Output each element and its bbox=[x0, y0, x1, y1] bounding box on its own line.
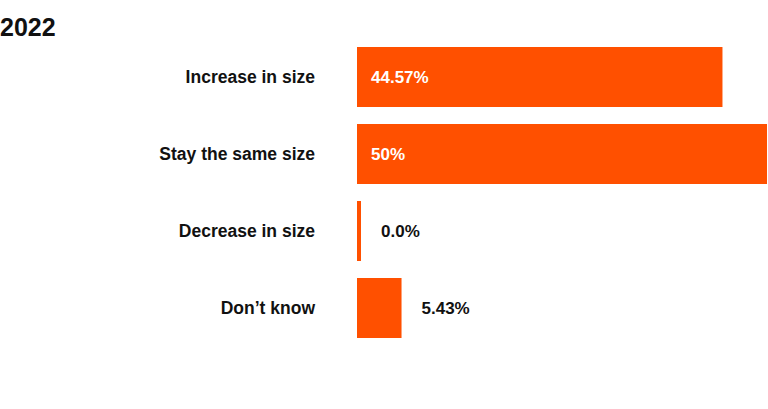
bar bbox=[357, 47, 722, 107]
data-label: 0.0% bbox=[381, 222, 420, 241]
bar bbox=[357, 201, 361, 261]
category-label: Decrease in size bbox=[179, 221, 315, 241]
chart-svg: 2022 Increase in size 44.57% Stay the same … bbox=[0, 0, 768, 409]
labels: Increase in size 44.57% Stay the same size… bbox=[159, 67, 469, 318]
category-label: Stay the same size bbox=[159, 144, 315, 164]
chart-container: 2022 Increase in size 44.57% Stay the same … bbox=[0, 0, 768, 409]
category-label: Increase in size bbox=[186, 67, 316, 87]
bar bbox=[357, 124, 767, 184]
bars bbox=[357, 47, 767, 338]
data-label: 50% bbox=[371, 145, 405, 164]
bar bbox=[357, 278, 402, 338]
chart-title: 2022 bbox=[0, 13, 56, 41]
data-label: 44.57% bbox=[371, 68, 429, 87]
data-label: 5.43% bbox=[422, 299, 470, 318]
category-label: Don’t know bbox=[221, 298, 316, 318]
